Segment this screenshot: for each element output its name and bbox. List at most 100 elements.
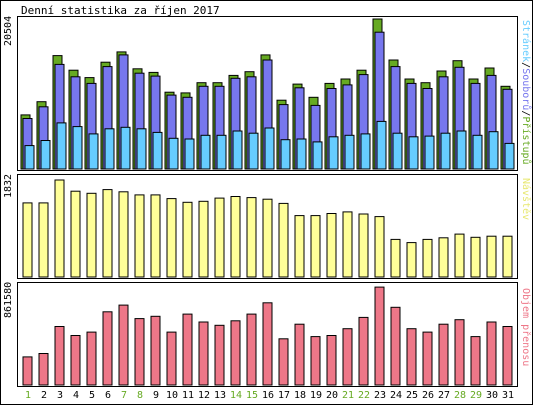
legend-traffic: Objem přenosu — [520, 288, 531, 367]
bar-visits-day-3 — [54, 179, 65, 278]
bar-traffic-day-27 — [438, 323, 449, 386]
bar-traffic-day-9 — [150, 315, 161, 386]
bar-traffic-day-6 — [102, 311, 113, 386]
bar-traffic-day-30 — [486, 321, 497, 386]
day-label-15: 15 — [246, 390, 258, 401]
bar-traffic-day-13 — [214, 324, 225, 386]
day-label-7: 7 — [121, 390, 127, 401]
bar-pages-day-18 — [296, 138, 307, 170]
day-label-27: 27 — [438, 390, 450, 401]
day-label-28: 28 — [454, 390, 466, 401]
bar-pages-day-19 — [312, 141, 323, 170]
bar-traffic-day-12 — [198, 321, 209, 386]
legend-sep-1: / — [520, 62, 531, 69]
bar-visits-day-28 — [454, 233, 465, 278]
bar-visits-day-31 — [502, 235, 513, 278]
legend-pristupy: Přístupů — [520, 116, 531, 165]
day-label-11: 11 — [182, 390, 194, 401]
day-label-5: 5 — [89, 390, 95, 401]
bar-pages-day-9 — [152, 131, 163, 170]
bar-pages-day-26 — [424, 135, 435, 170]
day-label-9: 9 — [153, 390, 159, 401]
day-label-29: 29 — [470, 390, 482, 401]
bar-visits-day-26 — [422, 238, 433, 278]
day-label-19: 19 — [310, 390, 322, 401]
bar-pages-day-24 — [392, 132, 403, 170]
day-label-30: 30 — [486, 390, 498, 401]
bar-pages-day-8 — [136, 128, 147, 170]
bar-traffic-day-26 — [422, 331, 433, 386]
bar-traffic-day-15 — [246, 313, 257, 386]
bar-visits-day-9 — [150, 194, 161, 278]
day-label-18: 18 — [294, 390, 306, 401]
bar-visits-day-14 — [230, 196, 241, 278]
bar-traffic-day-5 — [86, 331, 97, 386]
bar-traffic-day-8 — [134, 318, 145, 386]
legend-soubory: Souborů — [520, 68, 531, 111]
bar-pages-day-14 — [232, 130, 243, 170]
bar-pages-day-10 — [168, 137, 179, 170]
bar-traffic-day-4 — [70, 335, 81, 386]
bar-pages-day-17 — [280, 139, 291, 170]
bar-pages-day-27 — [440, 132, 451, 170]
day-label-12: 12 — [198, 390, 210, 401]
bar-pages-day-16 — [264, 127, 275, 170]
bar-pages-day-2 — [40, 140, 51, 170]
bar-pages-day-20 — [328, 136, 339, 170]
bar-visits-day-6 — [102, 189, 113, 278]
legend-sep-2: / — [520, 110, 531, 117]
legend-hits: Stránek/Souborů/Přístupů — [519, 20, 531, 170]
bar-visits-day-25 — [406, 242, 417, 278]
bar-pages-day-7 — [120, 126, 131, 170]
day-label-6: 6 — [105, 390, 111, 401]
day-label-8: 8 — [137, 390, 143, 401]
day-label-22: 22 — [358, 390, 370, 401]
day-label-1: 1 — [25, 390, 31, 401]
bar-traffic-day-28 — [454, 319, 465, 386]
chart-title: Denní statistika za říjen 2017 — [21, 4, 220, 17]
bar-visits-day-15 — [246, 197, 257, 278]
day-label-31: 31 — [502, 390, 514, 401]
bar-pages-day-28 — [456, 130, 467, 170]
bar-visits-day-21 — [342, 211, 353, 278]
bar-traffic-day-24 — [390, 306, 401, 386]
bar-traffic-day-18 — [294, 323, 305, 386]
bar-traffic-day-2 — [38, 353, 49, 386]
day-label-17: 17 — [278, 390, 290, 401]
bar-traffic-day-16 — [262, 302, 273, 386]
bar-pages-day-21 — [344, 134, 355, 170]
bar-visits-day-17 — [278, 202, 289, 278]
day-label-25: 25 — [406, 390, 418, 401]
bar-pages-day-30 — [488, 131, 499, 170]
day-label-13: 13 — [214, 390, 226, 401]
bar-visits-day-12 — [198, 200, 209, 278]
legend-visits: Návštěv — [520, 178, 531, 221]
day-label-16: 16 — [262, 390, 274, 401]
day-label-23: 23 — [374, 390, 386, 401]
bar-visits-day-23 — [374, 216, 385, 278]
bar-visits-day-24 — [390, 238, 401, 278]
bar-traffic-day-22 — [358, 316, 369, 386]
bar-visits-day-30 — [486, 235, 497, 278]
bar-traffic-day-17 — [278, 338, 289, 386]
day-label-14: 14 — [230, 390, 242, 401]
bar-pages-day-4 — [72, 126, 83, 170]
bar-visits-day-29 — [470, 236, 481, 278]
bar-visits-day-2 — [38, 202, 49, 278]
bar-traffic-day-29 — [470, 336, 481, 386]
bar-pages-day-31 — [504, 142, 515, 170]
bar-pages-day-22 — [360, 133, 371, 170]
bar-pages-day-1 — [24, 145, 35, 170]
bar-pages-day-3 — [56, 122, 67, 170]
bar-pages-day-11 — [184, 138, 195, 170]
bar-traffic-day-20 — [326, 335, 337, 386]
day-label-3: 3 — [57, 390, 63, 401]
bar-pages-day-6 — [104, 128, 115, 170]
bar-pages-day-15 — [248, 132, 259, 170]
bar-traffic-day-3 — [54, 326, 65, 386]
bar-traffic-day-14 — [230, 320, 241, 386]
bar-traffic-day-31 — [502, 326, 513, 386]
day-label-20: 20 — [326, 390, 338, 401]
bar-traffic-day-10 — [166, 331, 177, 386]
